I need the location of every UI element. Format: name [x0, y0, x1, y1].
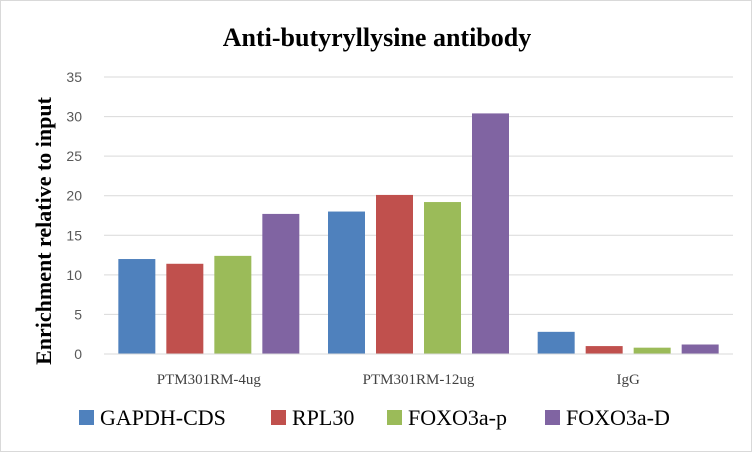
y-tick-label: 25 [66, 148, 82, 164]
y-tick-label: 5 [74, 306, 82, 322]
bar-rpl30-1 [376, 194, 413, 354]
chart-title: Anti-butyryllysine antibody [223, 23, 531, 52]
y-axis-ticks: 0 5 10 15 20 25 30 35 [66, 69, 82, 362]
gridlines [104, 76, 733, 315]
legend-label: GAPDH-CDS [100, 405, 226, 430]
bar-foxo3a-p-2 [633, 347, 671, 354]
bar-gapdh-cds-0 [118, 259, 156, 354]
bar-gapdh-cds-1 [328, 211, 365, 354]
bar-foxo3a-p-0 [214, 255, 252, 354]
bar-rpl30-2 [585, 346, 623, 354]
bar-foxo3a-d-1 [472, 113, 509, 354]
bar-foxo3a-d-2 [681, 344, 719, 354]
x-category-label: IgG [617, 372, 640, 388]
x-category-label: PTM301RM-12ug [363, 372, 475, 388]
legend-swatch [79, 410, 94, 425]
legend: GAPDH-CDS RPL30 FOXO3a-p FOXO3a-D [79, 405, 670, 430]
legend-swatch [271, 410, 286, 425]
x-category-label: PTM301RM-4ug [157, 372, 262, 388]
legend-label: FOXO3a-p [408, 405, 507, 430]
y-tick-label: 0 [74, 346, 82, 362]
legend-swatch [545, 410, 560, 425]
y-tick-label: 10 [66, 267, 82, 283]
bar-rpl30-0 [166, 263, 204, 354]
bar-gapdh-cds-2 [537, 331, 575, 354]
legend-swatch [387, 410, 402, 425]
x-axis-categories: PTM301RM-4ug PTM301RM-12ug IgG [157, 372, 640, 388]
y-tick-label: 20 [66, 188, 82, 204]
bar-foxo3a-d-0 [262, 213, 300, 354]
y-tick-label: 15 [66, 227, 82, 243]
bars [118, 113, 719, 354]
y-tick-label: 35 [66, 69, 82, 85]
y-axis-label: Enrichment relative to input [31, 96, 56, 365]
bar-foxo3a-p-1 [424, 202, 461, 354]
legend-label: RPL30 [292, 405, 354, 430]
legend-label: FOXO3a-D [566, 405, 670, 430]
y-tick-label: 30 [66, 109, 82, 125]
